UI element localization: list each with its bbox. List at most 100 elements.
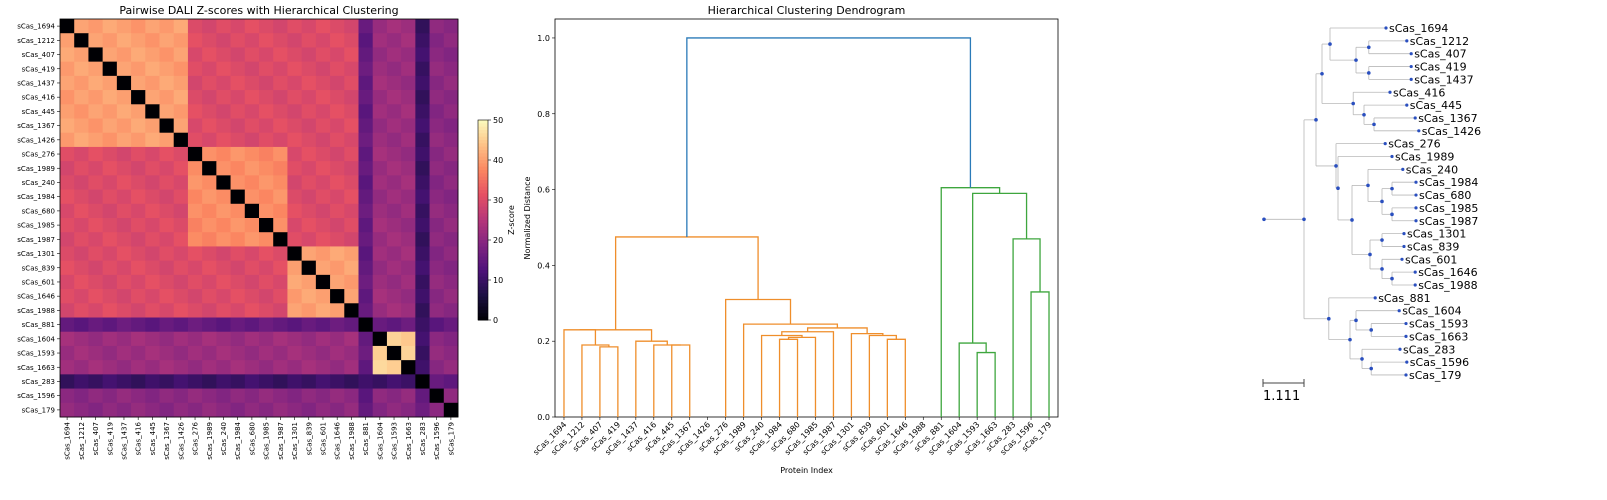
heatmap-cell <box>287 90 303 105</box>
heatmap-cell <box>287 303 303 318</box>
heatmap-cell <box>116 19 132 34</box>
tree-leaf-node <box>1414 180 1418 184</box>
heatmap-cell <box>372 289 388 304</box>
heatmap-x-tick-label: sCas_1984 <box>234 421 242 459</box>
heatmap-cell <box>244 388 260 404</box>
heatmap-cell <box>74 118 89 134</box>
heatmap-cell <box>202 345 217 361</box>
heatmap-cell <box>344 118 359 134</box>
heatmap-cell <box>372 161 388 176</box>
heatmap-cell <box>244 33 260 48</box>
heatmap-cell <box>116 203 132 219</box>
heatmap-cell <box>159 317 175 333</box>
heatmap-cell <box>443 33 459 48</box>
heatmap-cell <box>159 345 175 361</box>
heatmap-cell <box>330 232 345 247</box>
heatmap-cell <box>131 47 146 63</box>
heatmap-cell <box>273 118 288 134</box>
heatmap-cell <box>330 303 345 318</box>
heatmap-cell <box>415 360 430 375</box>
tree-node <box>1380 199 1384 204</box>
dendrogram-link <box>635 340 668 417</box>
heatmap-cell <box>145 317 160 333</box>
heatmap-cell <box>145 47 160 63</box>
heatmap-cell <box>415 317 430 333</box>
tree-leaf-node <box>1405 39 1409 43</box>
heatmap-cell <box>131 331 146 347</box>
heatmap-cell <box>259 104 274 119</box>
heatmap-cell <box>273 189 288 205</box>
heatmap-cell <box>259 189 274 205</box>
heatmap-y-tick-label: sCas_419 <box>22 65 55 73</box>
heatmap-cell <box>230 175 246 190</box>
heatmap-cell <box>230 33 246 48</box>
heatmap-cell <box>60 232 75 247</box>
heatmap-cell <box>244 118 260 134</box>
heatmap-cell <box>301 274 317 290</box>
heatmap-cell <box>429 317 445 333</box>
tree-leaf-label: sCas_1987 <box>1419 215 1478 228</box>
heatmap-cell <box>230 402 246 418</box>
dendrogram-link <box>686 37 972 237</box>
heatmap-cell <box>273 246 288 262</box>
heatmap-cell <box>372 47 388 63</box>
dendrogram-y-tick-label: 1.0 <box>537 34 550 43</box>
heatmap-cell <box>74 33 89 48</box>
tree-leaf-node <box>1398 347 1402 351</box>
colorbar-segment <box>478 240 488 244</box>
colorbar-segment <box>478 196 488 201</box>
heatmap-cell <box>429 402 445 418</box>
heatmap-cell <box>74 246 89 262</box>
heatmap-cell <box>344 374 359 389</box>
heatmap-cell <box>287 118 303 134</box>
heatmap-cell <box>301 90 317 105</box>
heatmap-cell <box>358 374 374 389</box>
heatmap-cell <box>230 388 246 404</box>
heatmap-cell <box>443 175 459 190</box>
heatmap-cell <box>102 33 118 48</box>
heatmap-cell <box>415 345 430 361</box>
heatmap-y-tick-label: sCas_1987 <box>17 236 55 244</box>
heatmap-cell <box>415 203 430 219</box>
heatmap-cell <box>187 19 203 34</box>
heatmap-cell <box>216 218 231 233</box>
heatmap-cell <box>216 90 231 105</box>
heatmap-cell <box>244 402 260 418</box>
tree-leaf-label: sCas_240 <box>1406 163 1458 176</box>
heatmap-cell <box>301 303 317 318</box>
colorbar-tick-label: 30 <box>493 196 503 205</box>
heatmap-cell <box>230 232 246 247</box>
dendrogram-link <box>781 331 835 417</box>
heatmap-cell <box>230 303 246 318</box>
heatmap-cell <box>443 189 459 205</box>
heatmap-cell <box>116 360 132 375</box>
heatmap-cell <box>386 146 402 162</box>
heatmap-cell <box>187 360 203 375</box>
colorbar-segment <box>478 156 488 161</box>
heatmap-cell <box>202 203 217 219</box>
heatmap-cell <box>315 19 331 34</box>
heatmap-cell <box>173 232 189 247</box>
tree-leaf-node <box>1390 154 1394 159</box>
heatmap-cell <box>358 189 374 205</box>
heatmap-cell <box>372 331 388 347</box>
colorbar-frame <box>477 119 489 321</box>
heatmap-cell <box>88 19 104 34</box>
heatmap-cell <box>202 19 217 34</box>
heatmap-cell <box>443 289 459 304</box>
tree-node <box>1362 112 1366 117</box>
heatmap-cell <box>415 246 430 262</box>
heatmap-cell <box>401 402 416 418</box>
heatmap-cell <box>415 132 430 148</box>
heatmap-cell <box>116 218 132 233</box>
dendrogram-y-tick-label: 0.2 <box>537 337 550 346</box>
heatmap-cell <box>102 388 118 404</box>
heatmap-cell <box>344 146 359 162</box>
heatmap-cell <box>429 345 445 361</box>
heatmap-cell <box>159 132 175 148</box>
colorbar-segment <box>478 293 488 298</box>
colorbar-segment <box>478 313 488 318</box>
colorbar-segment <box>478 230 488 234</box>
colorbar-segment <box>478 270 488 274</box>
heatmap-cell <box>415 274 430 290</box>
